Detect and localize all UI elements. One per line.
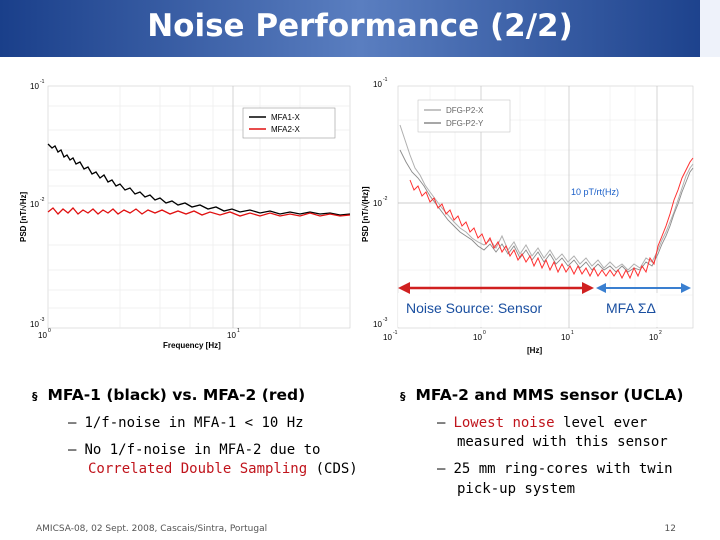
svg-text:1: 1: [571, 330, 574, 336]
right-xtick-2: 10: [649, 333, 658, 342]
right-legend: [417, 99, 511, 133]
noise-source-label: Noise Source: Sensor: [406, 300, 543, 316]
left-xtick-0: 10: [38, 331, 47, 340]
right-ylabel: PSD [nT/√(Hz)]: [361, 186, 370, 242]
svg-text:-2: -2: [40, 197, 45, 203]
header-tab: [700, 0, 720, 57]
slide-title: Noise Performance (2/2): [147, 8, 573, 44]
right-sub-bullet-1-line2: measured with this sensor: [457, 434, 668, 450]
footer-text: AMICSA-08, 02 Sept. 2008, Cascais/Sintra…: [36, 524, 268, 534]
right-sub-bullet-2: –25 mm ring-cores with twin: [437, 461, 673, 477]
left-ytick-top: 10: [30, 82, 39, 91]
dfg-p2-x-curve: [399, 124, 694, 271]
title-bar: [0, 0, 720, 57]
svg-text:-3: -3: [383, 317, 388, 323]
left-bullet-heading: § MFA-1 (black) vs. MFA-2 (red): [32, 386, 306, 404]
right-legend-1: DFG-P2-X: [446, 106, 484, 115]
left-xtick-1: 10: [227, 331, 236, 340]
svg-text:0: 0: [483, 330, 486, 336]
left-chart: MFA1-X MFA2-X 10 -1 10 -2 10 -3 10 0 10 …: [19, 79, 351, 350]
right-bullet-heading: § MFA-2 and MMS sensor (UCLA): [400, 386, 684, 404]
left-legend-1: MFA1-X: [271, 113, 301, 122]
right-xtick-m1: 10: [383, 333, 392, 342]
page-number: 12: [664, 524, 676, 534]
left-legend-2: MFA2-X: [271, 125, 301, 134]
svg-text:-1: -1: [393, 330, 398, 336]
mfa2-right-curve: [409, 157, 694, 280]
left-sub-bullet-2-line2: Correlated Double Sampling (CDS): [88, 461, 358, 477]
left-legend: [242, 107, 336, 139]
right-sub-bullet-2-line2: pick-up system: [457, 481, 576, 497]
left-ytick-mid: 10: [30, 200, 39, 209]
left-ylabel: PSD [nT/√Hz]: [19, 192, 28, 243]
left-ytick-bot: 10: [30, 320, 39, 329]
right-sub-bullet-1: – Lowest noise level ever: [437, 415, 648, 431]
svg-text:-2: -2: [383, 196, 388, 202]
dfg-p2-y-curve: [399, 149, 694, 273]
left-xlabel: Frequency [Hz]: [163, 341, 221, 350]
noise-source-arrow: [398, 282, 594, 294]
svg-text:1: 1: [237, 328, 240, 334]
right-xtick-1: 10: [561, 333, 570, 342]
mfa-arrow: [596, 283, 691, 293]
mfa2-curve: [47, 207, 351, 217]
mfa-sigma-delta-label: MFA ΣΔ: [606, 300, 656, 316]
svg-text:0: 0: [48, 328, 51, 334]
right-legend-2: DFG-P2-Y: [446, 119, 484, 128]
right-ytick-bot: 10: [373, 320, 382, 329]
svg-text:-1: -1: [383, 77, 388, 83]
right-xtick-0: 10: [473, 333, 482, 342]
right-xlabel: [Hz]: [527, 346, 542, 355]
svg-text:2: 2: [659, 330, 662, 336]
right-ytick-mid: 10: [373, 199, 382, 208]
svg-text:-3: -3: [40, 317, 45, 323]
right-ytick-top: 10: [373, 80, 382, 89]
reference-label: 10 pT/rt(Hz): [571, 187, 619, 197]
svg-text:-1: -1: [40, 79, 45, 85]
right-chart: DFG-P2-X DFG-P2-Y 10 pT/rt(Hz) 10 -1 10 …: [361, 77, 694, 355]
left-sub-bullet-1: –1/f-noise in MFA-1 < 10 Hz: [68, 415, 304, 431]
mfa1-curve: [47, 143, 351, 216]
left-sub-bullet-2: – No 1/f-noise in MFA-2 due to: [68, 442, 321, 458]
